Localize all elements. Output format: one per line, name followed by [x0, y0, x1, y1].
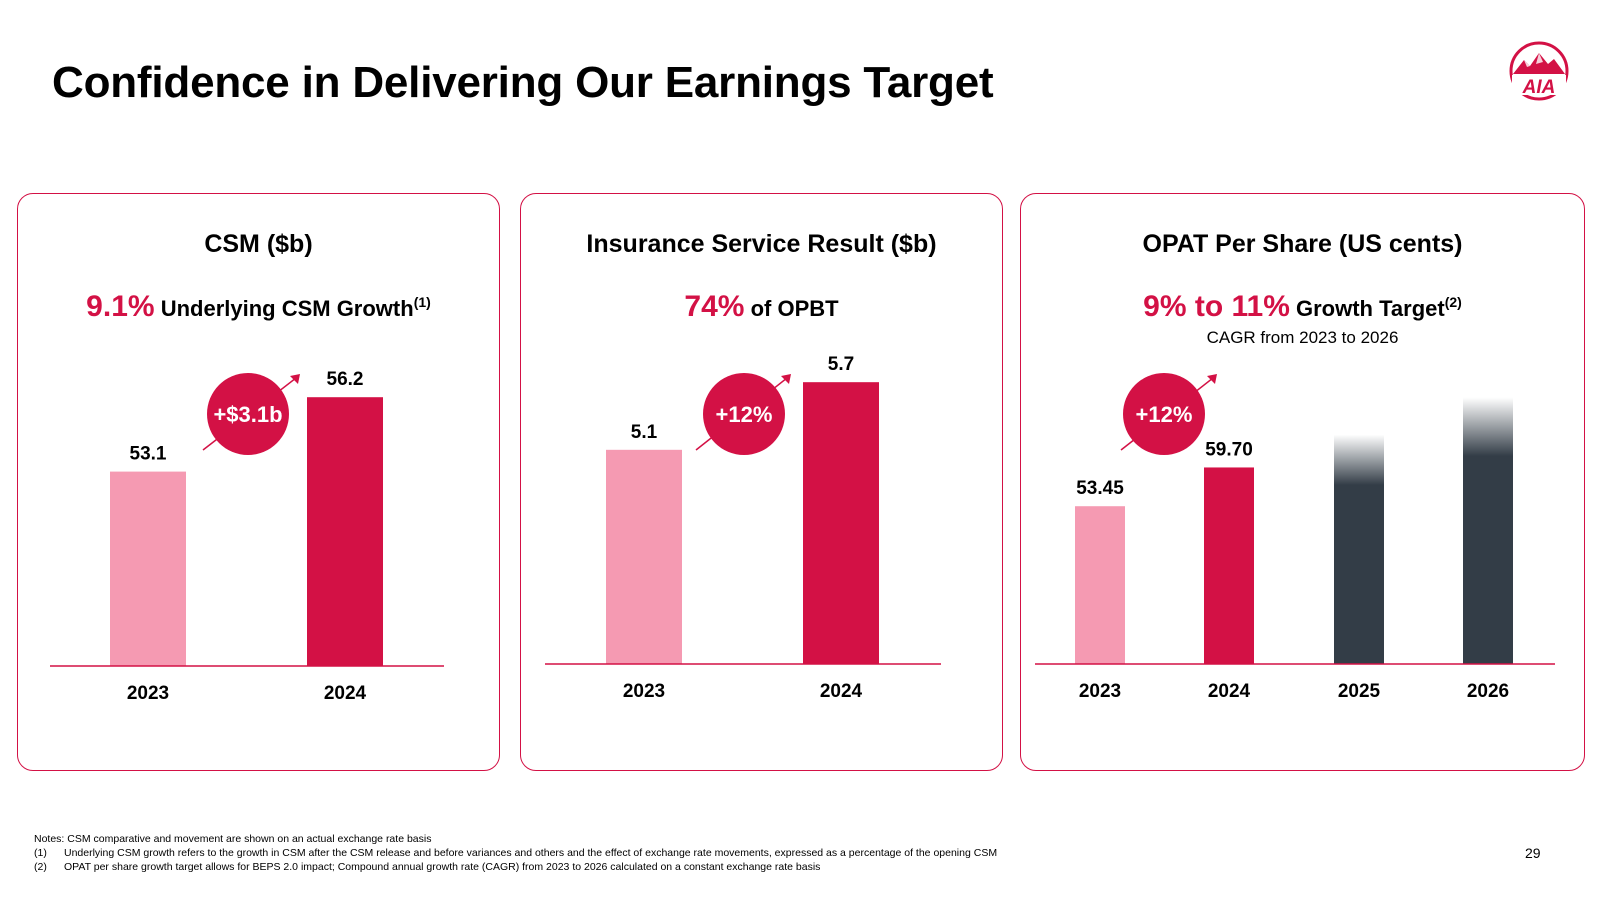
note-number: (1) [34, 847, 47, 859]
growth-badge-text: +12% [716, 402, 773, 427]
x-tick-label: 2024 [820, 681, 863, 702]
panel-headline: 9.1% Underlying CSM Growth(1) [18, 290, 499, 324]
logo-text: AIA [1522, 77, 1556, 98]
note-number: (2) [34, 861, 47, 873]
panel-opat-per-share: OPAT Per Share (US cents) 9% to 11% Grow… [1020, 193, 1585, 771]
panel-insurance-service-result: Insurance Service Result ($b) 74% of OPB… [520, 193, 1003, 771]
x-tick-label: 2023 [623, 681, 665, 702]
footnote-ref: (2) [1444, 294, 1462, 310]
bar-2025 [1334, 434, 1384, 664]
note-text: Underlying CSM growth refers to the grow… [64, 847, 998, 859]
bar-2023 [110, 471, 186, 666]
opat-chart: 53.45 2023 59.70 2024 2025 2026 +12% [1035, 373, 1555, 702]
bar-2024 [307, 397, 383, 666]
data-label: 53.1 [130, 444, 167, 465]
panel-csm: CSM ($b) 9.1% Underlying CSM Growth(1) 5… [17, 193, 500, 771]
growth-badge [207, 373, 289, 455]
headline-highlight: 9.1% [86, 290, 155, 323]
arrow-head-icon [1207, 374, 1217, 384]
footnote-ref: (1) [413, 294, 431, 310]
x-tick-label: 2023 [1079, 681, 1121, 702]
note-text: OPAT per share growth target allows for … [64, 861, 821, 873]
arrow-head-icon [781, 374, 791, 384]
panel-title: OPAT Per Share (US cents) [1142, 230, 1463, 258]
page-number: 29 [1525, 845, 1541, 861]
data-label: 5.1 [631, 422, 658, 443]
panel-title: Insurance Service Result ($b) [586, 230, 937, 258]
growth-badge [1123, 373, 1205, 455]
headline-highlight: 9% to 11% [1143, 290, 1290, 323]
x-tick-label: 2024 [324, 683, 367, 704]
notes-intro: Notes: CSM comparative and movement are … [34, 833, 432, 845]
note-item: (1) Underlying CSM growth refers to the … [34, 846, 997, 860]
growth-badge [703, 373, 785, 455]
data-label: 59.70 [1205, 439, 1253, 460]
data-label: 53.45 [1076, 478, 1124, 499]
data-label: 5.7 [828, 354, 854, 375]
panel-headline: 9% to 11% Growth Target(2) [1021, 290, 1584, 324]
bar-2024 [803, 382, 879, 664]
data-label: 56.2 [327, 369, 364, 390]
csm-chart: 53.1 2023 56.2 2024 +$3.1b [50, 369, 444, 704]
headline-text: of OPBT [750, 296, 839, 321]
growth-badge-text: +12% [1136, 402, 1193, 427]
panel-title: CSM ($b) [204, 230, 313, 258]
footnotes: Notes: CSM comparative and movement are … [34, 832, 997, 874]
aia-logo-icon: AIA [1509, 41, 1569, 101]
arrow-head-icon [290, 374, 300, 384]
bar-2024 [1204, 467, 1254, 664]
x-tick-label: 2026 [1467, 681, 1509, 702]
x-tick-label: 2025 [1338, 681, 1381, 702]
panel-headline: 74% of OPBT [521, 290, 1002, 324]
bar-2026 [1463, 397, 1513, 664]
headline-text: Underlying CSM Growth [160, 296, 414, 321]
x-tick-label: 2024 [1208, 681, 1251, 702]
growth-badge-text: +$3.1b [213, 402, 282, 427]
headline-text: Growth Target [1296, 296, 1445, 321]
panel-subtitle: CAGR from 2023 to 2026 [1206, 328, 1399, 347]
page-title: Confidence in Delivering Our Earnings Ta… [52, 58, 994, 107]
note-item: (2) OPAT per share growth target allows … [34, 860, 997, 874]
headline-highlight: 74% [684, 290, 745, 323]
bar-2023 [606, 449, 682, 664]
bar-2023 [1075, 506, 1125, 664]
isr-chart: 5.1 2023 5.7 2024 +12% [545, 354, 941, 702]
x-tick-label: 2023 [127, 683, 169, 704]
